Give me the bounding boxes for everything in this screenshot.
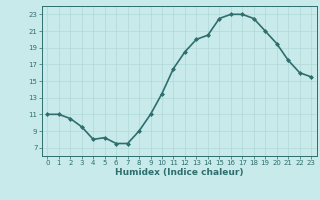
X-axis label: Humidex (Indice chaleur): Humidex (Indice chaleur) bbox=[115, 168, 244, 177]
